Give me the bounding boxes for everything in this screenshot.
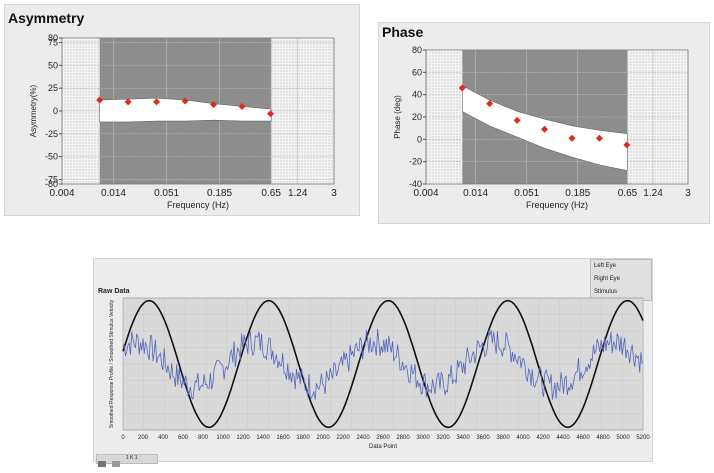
x-tick-label: 2200 bbox=[336, 435, 350, 441]
x-tick-label: 1000 bbox=[216, 435, 230, 441]
y-axis-label: Phase (deg) bbox=[393, 95, 402, 139]
x-tick-label: 4000 bbox=[516, 435, 530, 441]
y-tick-label: -40 bbox=[409, 179, 422, 189]
data-point bbox=[96, 96, 104, 104]
x-tick-label: 5200 bbox=[636, 435, 650, 441]
y-tick-label: 80 bbox=[412, 45, 422, 55]
data-point bbox=[486, 100, 494, 108]
x-tick-label: 0.051 bbox=[514, 188, 539, 199]
data-point bbox=[267, 110, 275, 118]
y-axis-label: Smoothed Response Profile / Smoothed Sti… bbox=[109, 299, 115, 428]
data-point bbox=[458, 84, 466, 92]
pan-icon[interactable] bbox=[112, 461, 121, 467]
x-tick-label: 1800 bbox=[296, 435, 310, 441]
y-tick-label: 80 bbox=[48, 33, 58, 43]
x-tick-label: 0.014 bbox=[101, 188, 126, 199]
x-tick-label: 0.65 bbox=[261, 188, 281, 199]
x-tick-label: 2600 bbox=[376, 435, 390, 441]
y-tick-label: 60 bbox=[412, 67, 422, 77]
legend-item-right-eye[interactable]: Right Eye bbox=[591, 273, 651, 286]
y-tick-label: 40 bbox=[412, 90, 422, 100]
x-tick-label: 3200 bbox=[436, 435, 450, 441]
asymmetry-title: Asymmetry bbox=[8, 10, 85, 26]
x-tick-label: 0 bbox=[121, 435, 125, 441]
data-point bbox=[124, 98, 132, 106]
x-tick-label: 2800 bbox=[396, 435, 410, 441]
x-tick-label: 1200 bbox=[236, 435, 250, 441]
x-tick-label: 600 bbox=[178, 435, 189, 441]
y-tick-label: -20 bbox=[409, 157, 422, 167]
x-tick-label: 400 bbox=[158, 435, 169, 441]
x-tick-label: 0.014 bbox=[463, 188, 488, 199]
x-tick-label: 0.65 bbox=[618, 188, 638, 199]
y-tick-label: 50 bbox=[48, 60, 58, 70]
x-axis-label: Frequency (Hz) bbox=[526, 200, 588, 210]
data-point bbox=[568, 134, 576, 142]
x-tick-label: 3400 bbox=[456, 435, 470, 441]
x-tick-label: 3 bbox=[685, 188, 691, 199]
x-tick-label: 1.24 bbox=[643, 188, 663, 199]
x-tick-label: 0.004 bbox=[413, 188, 438, 199]
data-point bbox=[513, 116, 521, 124]
raw-data-chart: 0 200 400 600 800 1000 1200 1400 1600 1800 2000 220… bbox=[109, 297, 650, 450]
x-tick-label: 1400 bbox=[256, 435, 270, 441]
y-tick-label: -25 bbox=[45, 129, 58, 139]
x-tick-label: 3800 bbox=[496, 435, 510, 441]
y-tick-label: 25 bbox=[48, 83, 58, 93]
y-tick-label: 75 bbox=[48, 38, 58, 48]
x-tick-label: 2000 bbox=[316, 435, 330, 441]
x-tick-label: 1.24 bbox=[288, 188, 308, 199]
x-tick-label: 2400 bbox=[356, 435, 370, 441]
x-tick-label: 0.051 bbox=[154, 188, 179, 199]
raw-data-legend: Left Eye Right Eye Stimulus bbox=[590, 259, 652, 301]
x-tick-label: 4200 bbox=[536, 435, 550, 441]
data-point bbox=[181, 97, 189, 105]
y-tick-label: 20 bbox=[412, 112, 422, 122]
x-axis-label: Frequency (Hz) bbox=[167, 200, 229, 210]
left-eye-line bbox=[122, 328, 643, 400]
x-tick-label: 0.004 bbox=[49, 188, 74, 199]
x-tick-label: 5000 bbox=[616, 435, 630, 441]
y-tick-label: 0 bbox=[53, 106, 58, 116]
data-point bbox=[238, 102, 246, 110]
x-tick-label: 4800 bbox=[596, 435, 610, 441]
zoom-icon[interactable] bbox=[98, 461, 106, 467]
data-point bbox=[623, 141, 631, 149]
y-axis-label: Asymmetry(%) bbox=[29, 84, 38, 137]
x-tick-label: 3600 bbox=[476, 435, 490, 441]
x-tick-label: 4600 bbox=[576, 435, 590, 441]
x-tick-label: 4400 bbox=[556, 435, 570, 441]
raw-data-toolbar: 1 K 1 bbox=[96, 454, 158, 467]
x-tick-label: 200 bbox=[138, 435, 149, 441]
data-point bbox=[153, 98, 161, 106]
x-tick-label: 0.185 bbox=[207, 188, 232, 199]
status-text: 1 K 1 bbox=[125, 455, 138, 461]
stimulus-line bbox=[122, 299, 644, 429]
legend-label: Stimulus bbox=[594, 289, 618, 295]
x-tick-label: 0.185 bbox=[565, 188, 590, 199]
x-tick-label: 1600 bbox=[276, 435, 290, 441]
raw-data-title: Raw Data bbox=[98, 288, 130, 295]
data-point bbox=[210, 101, 218, 109]
x-tick-label: 3000 bbox=[416, 435, 430, 441]
y-tick-label: -50 bbox=[45, 152, 58, 162]
phase-chart: 80 60 40 20 0 -20 -400.004 0.014 0.051 0.185 0.65 1… bbox=[393, 45, 691, 210]
legend-label: Right Eye bbox=[594, 276, 621, 282]
legend-item-left-eye[interactable]: Left Eye bbox=[591, 260, 651, 273]
phase-title: Phase bbox=[382, 24, 424, 40]
y-tick-label: -75 bbox=[45, 174, 58, 184]
x-tick-label: 800 bbox=[198, 435, 209, 441]
data-point bbox=[595, 134, 603, 142]
normal-range-band bbox=[99, 97, 272, 123]
data-point bbox=[541, 125, 549, 133]
legend-item-stimulus[interactable]: Stimulus bbox=[591, 286, 651, 299]
legend-label: Left Eye bbox=[594, 263, 617, 269]
y-tick-label: -80 bbox=[45, 179, 58, 189]
x-axis-label: Data Point bbox=[369, 444, 397, 450]
y-tick-label: 0 bbox=[417, 134, 422, 144]
x-tick-label: 3 bbox=[331, 188, 337, 199]
